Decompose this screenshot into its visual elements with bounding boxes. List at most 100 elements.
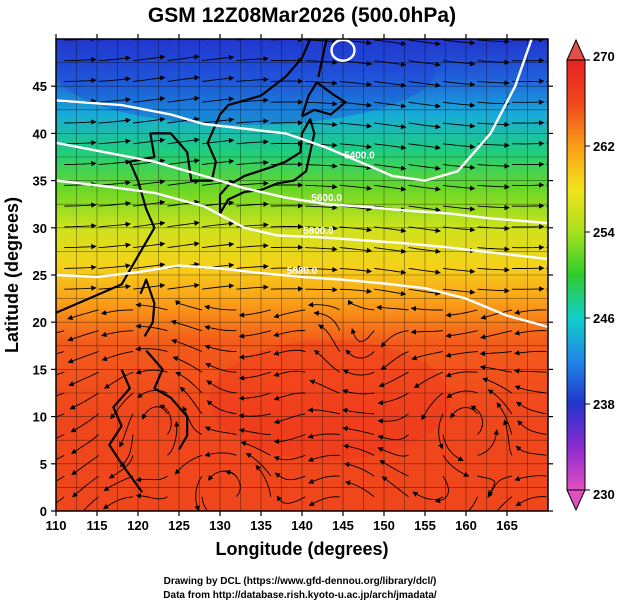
streamline xyxy=(64,223,97,229)
colorbar-tick-label: 238 xyxy=(593,397,615,412)
streamline xyxy=(135,302,168,311)
streamline xyxy=(477,80,510,86)
streamline xyxy=(374,81,407,88)
streamline xyxy=(468,496,478,511)
streamline xyxy=(108,455,134,479)
streamline xyxy=(408,39,441,47)
streamline xyxy=(56,371,65,376)
streamline xyxy=(238,330,271,339)
credit-data-source: Data from http://database.rish.kyoto-u.a… xyxy=(163,590,437,601)
streamline xyxy=(442,184,476,191)
height-contour xyxy=(56,39,533,182)
streamline xyxy=(98,180,131,186)
streamline xyxy=(69,392,99,410)
streamline xyxy=(56,475,65,482)
streamline xyxy=(135,493,168,500)
streamline xyxy=(167,421,180,456)
x-tick-label: 130 xyxy=(209,518,231,533)
streamline xyxy=(135,323,168,332)
coastline xyxy=(56,39,312,314)
streamline xyxy=(511,140,545,147)
streamline xyxy=(442,81,476,87)
streamline xyxy=(182,406,203,435)
streamline xyxy=(236,243,269,249)
streamline xyxy=(477,204,510,211)
streamline xyxy=(442,101,476,108)
streamline xyxy=(445,309,478,318)
colorbar-tick-label: 246 xyxy=(593,311,615,326)
streamline xyxy=(374,60,407,67)
streamline xyxy=(307,407,340,415)
height-contour xyxy=(56,141,548,225)
streamline xyxy=(201,241,235,249)
streamline xyxy=(377,392,409,406)
streamline xyxy=(514,385,547,394)
streamline xyxy=(515,401,547,415)
streamline xyxy=(442,267,476,274)
y-tick-label: 10 xyxy=(33,410,47,425)
streamline xyxy=(98,138,131,145)
y-tick-label: 15 xyxy=(33,362,47,377)
y-tick-label: 20 xyxy=(33,315,47,330)
streamline xyxy=(496,496,513,511)
streamline xyxy=(133,199,166,207)
height-contour xyxy=(56,179,548,261)
streamline xyxy=(411,351,444,361)
streamline xyxy=(100,309,134,316)
streamline xyxy=(515,445,547,456)
y-axis: 0 5 10 15 20 25 30 35 40 45 xyxy=(33,79,553,519)
streamline xyxy=(201,158,235,166)
streamline xyxy=(68,371,99,387)
streamline xyxy=(167,116,200,124)
streamline xyxy=(238,427,271,435)
y-tick-label: 45 xyxy=(33,79,47,94)
streamline xyxy=(445,351,478,358)
streamline xyxy=(379,460,409,477)
streamline xyxy=(135,346,168,352)
streamline xyxy=(305,101,338,107)
streamline xyxy=(167,282,200,290)
streamline xyxy=(374,164,407,171)
streamline xyxy=(342,426,375,435)
streamline xyxy=(480,309,513,320)
streamline xyxy=(342,389,375,395)
closed-contour xyxy=(330,39,356,62)
streamline xyxy=(477,429,499,456)
streamline xyxy=(119,413,134,448)
streamline xyxy=(201,96,235,103)
y-tick-label: 40 xyxy=(33,126,47,141)
colorbar-min-arrow xyxy=(566,489,586,512)
streamline xyxy=(305,287,338,293)
x-axis: 110 115 120 125 130 135 140 145 150 155 160 165 xyxy=(46,34,518,533)
streamline xyxy=(205,363,237,373)
streamline xyxy=(170,319,203,332)
cold-pool-shading xyxy=(56,39,435,125)
streamline xyxy=(477,267,510,273)
streamline xyxy=(470,405,483,435)
streamline xyxy=(380,330,409,348)
y-tick-label: 25 xyxy=(33,268,47,283)
streamline xyxy=(305,163,338,169)
streamline xyxy=(273,392,306,401)
x-axis-label: Longitude (degrees) xyxy=(215,539,388,559)
streamline xyxy=(98,263,131,269)
streamline xyxy=(64,160,97,167)
streamline xyxy=(194,475,203,511)
streamline xyxy=(204,344,237,352)
colorbar: 230 238 246 254 262 270 xyxy=(566,38,615,512)
streamline xyxy=(102,496,134,510)
streamline xyxy=(434,475,450,504)
streamline xyxy=(309,379,340,394)
streamline xyxy=(110,392,134,420)
streamline xyxy=(167,75,200,82)
x-tick-label: 140 xyxy=(291,518,313,533)
streamline xyxy=(201,200,235,207)
streamline xyxy=(408,122,441,130)
streamline xyxy=(98,76,131,82)
streamline xyxy=(377,447,409,457)
streamline xyxy=(64,285,97,291)
streamline xyxy=(238,371,271,381)
streamline xyxy=(339,267,373,274)
streamline xyxy=(64,119,97,125)
streamline xyxy=(377,434,409,441)
